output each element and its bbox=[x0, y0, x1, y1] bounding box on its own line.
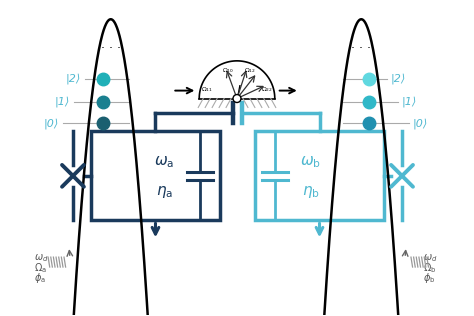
FancyBboxPatch shape bbox=[255, 131, 384, 221]
Text: $\Omega_{22}$: $\Omega_{22}$ bbox=[261, 86, 273, 94]
Polygon shape bbox=[199, 61, 275, 99]
Circle shape bbox=[233, 94, 241, 102]
Text: · · ·: · · · bbox=[351, 42, 371, 56]
Text: $\omega_\mathrm{b}$: $\omega_\mathrm{b}$ bbox=[300, 155, 321, 170]
Text: $\Omega_\mathrm{b}$: $\Omega_\mathrm{b}$ bbox=[423, 261, 437, 275]
Text: $\eta_\mathrm{b}$: $\eta_\mathrm{b}$ bbox=[301, 184, 319, 200]
Text: $J$: $J$ bbox=[234, 82, 241, 100]
Text: $\Omega_{12}$: $\Omega_{12}$ bbox=[244, 66, 256, 75]
Text: |1⟩: |1⟩ bbox=[402, 96, 417, 107]
Text: $\Omega_\mathrm{a}$: $\Omega_\mathrm{a}$ bbox=[34, 261, 47, 275]
Text: $\Omega_{11}$: $\Omega_{11}$ bbox=[201, 86, 213, 94]
Text: |1⟩: |1⟩ bbox=[55, 96, 70, 107]
Text: $\omega_d$: $\omega_d$ bbox=[423, 252, 438, 264]
Text: |0⟩: |0⟩ bbox=[44, 118, 59, 129]
Text: |2⟩: |2⟩ bbox=[66, 73, 81, 84]
Text: $\phi_\mathrm{a}$: $\phi_\mathrm{a}$ bbox=[34, 271, 46, 285]
Text: · · ·: · · · bbox=[101, 42, 121, 56]
FancyBboxPatch shape bbox=[91, 131, 220, 221]
Text: $\Omega_{10}$: $\Omega_{10}$ bbox=[222, 66, 234, 75]
Text: $\omega_\mathrm{a}$: $\omega_\mathrm{a}$ bbox=[155, 155, 174, 170]
Text: $\phi_\mathrm{b}$: $\phi_\mathrm{b}$ bbox=[423, 271, 435, 285]
Text: |2⟩: |2⟩ bbox=[391, 73, 406, 84]
Text: $\omega_d$: $\omega_d$ bbox=[34, 252, 49, 264]
Text: |0⟩: |0⟩ bbox=[413, 118, 428, 129]
Text: $\eta_\mathrm{a}$: $\eta_\mathrm{a}$ bbox=[156, 184, 173, 200]
